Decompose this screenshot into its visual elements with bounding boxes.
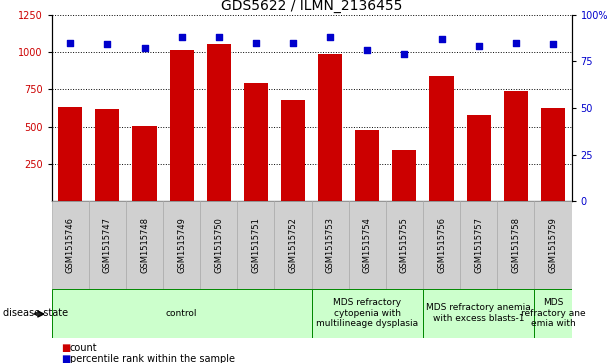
Point xyxy=(437,36,446,42)
Text: GSM1515752: GSM1515752 xyxy=(289,217,297,273)
Text: GSM1515755: GSM1515755 xyxy=(400,217,409,273)
Bar xyxy=(466,115,491,201)
Bar xyxy=(163,201,200,289)
Point xyxy=(511,40,520,45)
Text: GSM1515754: GSM1515754 xyxy=(363,217,372,273)
Bar xyxy=(274,201,311,289)
Bar xyxy=(429,76,454,201)
Bar xyxy=(534,289,572,338)
Bar xyxy=(423,201,460,289)
Bar xyxy=(58,107,82,201)
Text: GSM1515746: GSM1515746 xyxy=(66,217,75,273)
Bar xyxy=(52,201,89,289)
Bar xyxy=(355,130,379,201)
Point xyxy=(214,34,224,40)
Bar xyxy=(311,201,349,289)
Bar xyxy=(318,54,342,201)
Point xyxy=(66,40,75,45)
Text: percentile rank within the sample: percentile rank within the sample xyxy=(70,354,235,363)
Point xyxy=(474,44,483,49)
Text: count: count xyxy=(70,343,97,354)
Point xyxy=(362,47,372,53)
Text: disease state: disease state xyxy=(3,308,68,318)
Point xyxy=(399,51,409,57)
Bar xyxy=(237,201,274,289)
Title: GDS5622 / ILMN_2136455: GDS5622 / ILMN_2136455 xyxy=(221,0,402,13)
Text: GSM1515749: GSM1515749 xyxy=(177,217,186,273)
Text: GSM1515748: GSM1515748 xyxy=(140,217,149,273)
Bar xyxy=(89,201,126,289)
Point xyxy=(288,40,298,45)
Bar xyxy=(534,201,572,289)
Text: ■: ■ xyxy=(61,343,70,354)
Text: MDS
refractory ane
emia with: MDS refractory ane emia with xyxy=(520,298,586,328)
Bar xyxy=(281,100,305,201)
Bar xyxy=(504,91,528,201)
Text: GSM1515751: GSM1515751 xyxy=(251,217,260,273)
Point xyxy=(177,34,187,40)
Point xyxy=(103,41,112,47)
Bar xyxy=(541,108,565,201)
Text: GSM1515750: GSM1515750 xyxy=(214,217,223,273)
Bar xyxy=(170,50,194,201)
Bar xyxy=(497,201,534,289)
Bar xyxy=(133,126,157,201)
Bar xyxy=(311,289,423,338)
Bar xyxy=(200,201,237,289)
Text: control: control xyxy=(166,309,198,318)
Text: ■: ■ xyxy=(61,354,70,363)
Point xyxy=(140,45,150,51)
Text: MDS refractory
cytopenia with
multilineage dysplasia: MDS refractory cytopenia with multilinea… xyxy=(316,298,418,328)
Bar xyxy=(460,201,497,289)
Bar xyxy=(386,201,423,289)
Point xyxy=(325,34,335,40)
Bar xyxy=(392,150,416,201)
Bar xyxy=(207,44,231,201)
Bar xyxy=(126,201,163,289)
Bar xyxy=(95,109,119,201)
Text: GSM1515756: GSM1515756 xyxy=(437,217,446,273)
Text: GSM1515757: GSM1515757 xyxy=(474,217,483,273)
Bar xyxy=(52,289,311,338)
Bar xyxy=(349,201,386,289)
Text: GSM1515747: GSM1515747 xyxy=(103,217,112,273)
Text: GSM1515753: GSM1515753 xyxy=(326,217,334,273)
Text: GSM1515759: GSM1515759 xyxy=(548,217,558,273)
Text: GSM1515758: GSM1515758 xyxy=(511,217,520,273)
Point xyxy=(251,40,261,45)
Point xyxy=(548,41,558,47)
Bar xyxy=(423,289,534,338)
Bar xyxy=(244,83,268,201)
Text: MDS refractory anemia
with excess blasts-1: MDS refractory anemia with excess blasts… xyxy=(426,303,531,323)
